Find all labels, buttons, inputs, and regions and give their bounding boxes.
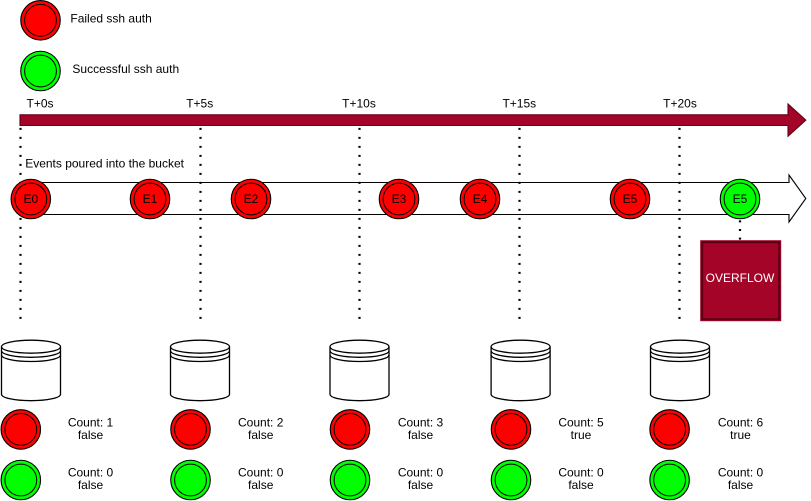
svg-text:Count: 5: Count: 5 [558,415,604,429]
svg-text:E5: E5 [733,192,748,206]
svg-text:Events poured into the bucket: Events poured into the bucket [25,157,184,171]
svg-text:false: false [248,428,274,442]
svg-text:T+15s: T+15s [502,96,536,110]
svg-text:Count: 1: Count: 1 [68,415,114,429]
svg-text:false: false [78,428,104,442]
svg-text:false: false [248,478,274,492]
svg-text:E5: E5 [623,192,638,206]
svg-text:T+10s: T+10s [342,96,376,110]
svg-text:Failed ssh auth: Failed ssh auth [70,12,151,26]
svg-text:Count: 3: Count: 3 [398,415,444,429]
svg-text:E3: E3 [392,192,407,206]
svg-text:Count: 0: Count: 0 [68,465,114,479]
svg-text:false: false [408,428,434,442]
svg-text:Count: 0: Count: 0 [558,465,604,479]
svg-text:E0: E0 [23,192,38,206]
svg-text:false: false [728,478,754,492]
svg-text:E1: E1 [143,192,158,206]
svg-text:false: false [408,478,434,492]
svg-text:E2: E2 [244,192,259,206]
svg-text:Successful ssh auth: Successful ssh auth [72,62,179,76]
svg-text:Count: 2: Count: 2 [238,415,284,429]
svg-text:T+20s: T+20s [663,96,697,110]
svg-text:false: false [568,478,594,492]
svg-text:T+0s: T+0s [26,96,53,110]
svg-text:Count: 0: Count: 0 [398,465,444,479]
svg-text:Count: 0: Count: 0 [718,465,764,479]
svg-text:true: true [730,428,751,442]
svg-text:OVERFLOW: OVERFLOW [706,271,775,285]
svg-text:T+5s: T+5s [186,96,213,110]
svg-text:true: true [571,428,592,442]
svg-text:false: false [78,478,104,492]
svg-text:Count: 0: Count: 0 [238,465,284,479]
svg-text:Count: 6: Count: 6 [718,415,764,429]
svg-text:E4: E4 [473,192,488,206]
